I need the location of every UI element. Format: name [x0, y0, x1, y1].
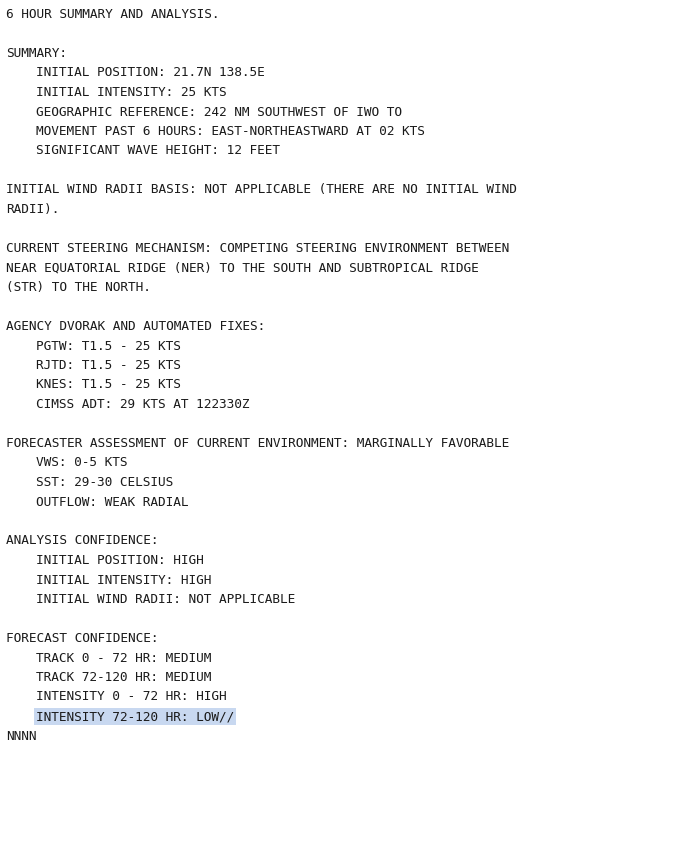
Text: FORECASTER ASSESSMENT OF CURRENT ENVIRONMENT: MARGINALLY FAVORABLE: FORECASTER ASSESSMENT OF CURRENT ENVIRON…	[6, 437, 509, 450]
Text: INITIAL WIND RADII: NOT APPLICABLE: INITIAL WIND RADII: NOT APPLICABLE	[36, 593, 295, 606]
Text: INTENSITY 72-120 HR: LOW//: INTENSITY 72-120 HR: LOW//	[36, 710, 234, 723]
Text: NNNN: NNNN	[6, 729, 37, 743]
Text: TRACK 0 - 72 HR: MEDIUM: TRACK 0 - 72 HR: MEDIUM	[36, 652, 211, 664]
Text: AGENCY DVORAK AND AUTOMATED FIXES:: AGENCY DVORAK AND AUTOMATED FIXES:	[6, 320, 265, 333]
Text: KNES: T1.5 - 25 KTS: KNES: T1.5 - 25 KTS	[36, 378, 181, 392]
Text: PGTW: T1.5 - 25 KTS: PGTW: T1.5 - 25 KTS	[36, 339, 181, 353]
Text: SIGNIFICANT WAVE HEIGHT: 12 FEET: SIGNIFICANT WAVE HEIGHT: 12 FEET	[36, 144, 280, 158]
Text: INITIAL POSITION: 21.7N 138.5E: INITIAL POSITION: 21.7N 138.5E	[36, 67, 265, 79]
Text: OUTFLOW: WEAK RADIAL: OUTFLOW: WEAK RADIAL	[36, 495, 188, 508]
Text: SUMMARY:: SUMMARY:	[6, 47, 67, 60]
Text: INITIAL INTENSITY: 25 KTS: INITIAL INTENSITY: 25 KTS	[36, 86, 226, 99]
Text: INITIAL WIND RADII BASIS: NOT APPLICABLE (THERE ARE NO INITIAL WIND: INITIAL WIND RADII BASIS: NOT APPLICABLE…	[6, 183, 517, 197]
Text: INITIAL POSITION: HIGH: INITIAL POSITION: HIGH	[36, 554, 204, 567]
Text: CIMSS ADT: 29 KTS AT 122330Z: CIMSS ADT: 29 KTS AT 122330Z	[36, 398, 250, 411]
Text: FORECAST CONFIDENCE:: FORECAST CONFIDENCE:	[6, 632, 159, 645]
Text: RJTD: T1.5 - 25 KTS: RJTD: T1.5 - 25 KTS	[36, 359, 181, 372]
Text: TRACK 72-120 HR: MEDIUM: TRACK 72-120 HR: MEDIUM	[36, 671, 211, 684]
Text: MOVEMENT PAST 6 HOURS: EAST-NORTHEASTWARD AT 02 KTS: MOVEMENT PAST 6 HOURS: EAST-NORTHEASTWAR…	[36, 125, 425, 138]
Text: NEAR EQUATORIAL RIDGE (NER) TO THE SOUTH AND SUBTROPICAL RIDGE: NEAR EQUATORIAL RIDGE (NER) TO THE SOUTH…	[6, 262, 479, 274]
Text: ANALYSIS CONFIDENCE:: ANALYSIS CONFIDENCE:	[6, 534, 159, 548]
Text: 6 HOUR SUMMARY AND ANALYSIS.: 6 HOUR SUMMARY AND ANALYSIS.	[6, 8, 219, 21]
Text: SST: 29-30 CELSIUS: SST: 29-30 CELSIUS	[36, 476, 173, 489]
Text: INITIAL INTENSITY: HIGH: INITIAL INTENSITY: HIGH	[36, 574, 211, 587]
Text: INTENSITY 0 - 72 HR: HIGH: INTENSITY 0 - 72 HR: HIGH	[36, 690, 226, 704]
Text: VWS: 0-5 KTS: VWS: 0-5 KTS	[36, 457, 128, 469]
Text: RADII).: RADII).	[6, 203, 59, 216]
Text: (STR) TO THE NORTH.: (STR) TO THE NORTH.	[6, 281, 151, 294]
Text: CURRENT STEERING MECHANISM: COMPETING STEERING ENVIRONMENT BETWEEN: CURRENT STEERING MECHANISM: COMPETING ST…	[6, 242, 509, 255]
Text: GEOGRAPHIC REFERENCE: 242 NM SOUTHWEST OF IWO TO: GEOGRAPHIC REFERENCE: 242 NM SOUTHWEST O…	[36, 106, 402, 118]
